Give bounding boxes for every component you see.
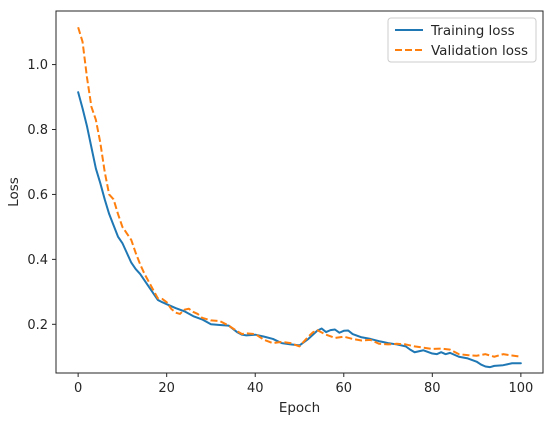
x-tick-label: 20 (158, 381, 175, 396)
x-tick-label: 80 (424, 381, 441, 396)
y-tick-label: 0.6 (27, 188, 48, 203)
y-tick-label: 0.2 (27, 318, 48, 333)
legend-box (387, 17, 537, 63)
x-tick-label: 60 (335, 381, 352, 396)
legend-label-training-loss: Training loss (430, 23, 515, 39)
axes-frame (55, 10, 544, 374)
legend-label-validation-loss: Validation loss (431, 43, 528, 59)
y-tick-label: 0.4 (27, 253, 48, 268)
series-line-validation-loss (77, 26, 522, 358)
series-line-training-loss (77, 91, 522, 369)
x-tick-label: 40 (247, 381, 264, 396)
y-tick-label: 0.8 (27, 123, 48, 138)
y-axis-label: Loss (6, 177, 22, 207)
x-tick-label: 100 (508, 381, 533, 396)
y-tick-label: 1.0 (27, 58, 48, 73)
x-tick-label: 0 (74, 381, 82, 396)
x-axis-label: Epoch (279, 400, 320, 416)
legend: Training loss Validation loss (387, 17, 537, 63)
